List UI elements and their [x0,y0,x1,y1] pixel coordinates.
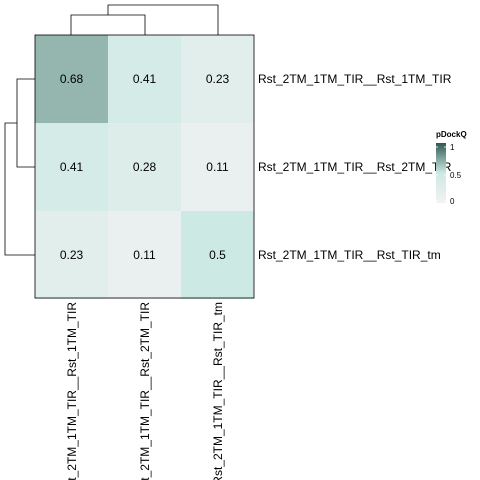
row-dendrogram [4,78,35,256]
column-label-1: Rst_2TM_1TM_TIR__Rst_1TM_TIR [65,302,79,480]
cell-value-r2-c3: 0.11 [206,160,229,174]
heatmap-cell-r3-c3 [181,211,254,299]
row-label-2: Rst_2TM_1TM_TIR__Rst_2TM_TIR [258,160,452,174]
row-label-1: Rst_2TM_1TM_TIR__Rst_1TM_TIR [258,72,452,86]
heatmap-cell-r1-c3 [181,35,254,123]
heatmap-border [34,34,255,299]
heatmap-cells [35,35,254,299]
legend-colorbar [436,143,446,203]
legend-title: pDockQ [436,130,467,139]
cell-value-r1-c2: 0.41 [133,72,157,86]
legend-tick-1: 1 [450,143,455,152]
column-label-2: Rst_2TM_1TM_TIR__Rst_2TM_TIR [138,302,152,480]
heatmap-cell-r1-c2 [108,35,181,123]
column-dendrogram [70,4,219,35]
cell-value-r1-c3: 0.23 [206,72,230,86]
legend-tick-0-5: 0.5 [450,171,462,180]
cell-value-r3-c3: 0.5 [209,248,226,262]
cell-value-r2-c1: 0.41 [60,160,84,174]
heatmap-cell-r3-c1 [35,211,108,299]
cell-value-r1-c1: 0.68 [60,72,84,86]
legend-tick-0: 0 [450,197,455,206]
heatmap-cell-labels: 0.68 0.41 0.23 0.41 0.28 0.11 0.23 0.11 0.5 [60,72,230,262]
heatmap-cell-r3-c2 [108,211,181,299]
cell-value-r3-c2: 0.11 [133,248,156,262]
row-dendrogram-branches [4,78,35,256]
row-label-3: Rst_2TM_1TM_TIR__Rst_TIR_tm [258,248,441,262]
heatmap-cell-r2-c3 [181,123,254,211]
heatmap-cell-r1-c1 [35,35,108,123]
legend-tick-marks [436,146,446,202]
heatmap-cell-r2-c1 [35,123,108,211]
column-dendrogram-branches [70,4,219,35]
heatmap-cell-r2-c2 [108,123,181,211]
color-legend: pDockQ 0 0.5 1 [436,130,467,206]
cell-value-r3-c1: 0.23 [60,248,84,262]
column-label-3: Rst_2TM_1TM_TIR__Rst_TIR_tm [211,302,225,480]
cell-value-r2-c2: 0.28 [133,160,157,174]
